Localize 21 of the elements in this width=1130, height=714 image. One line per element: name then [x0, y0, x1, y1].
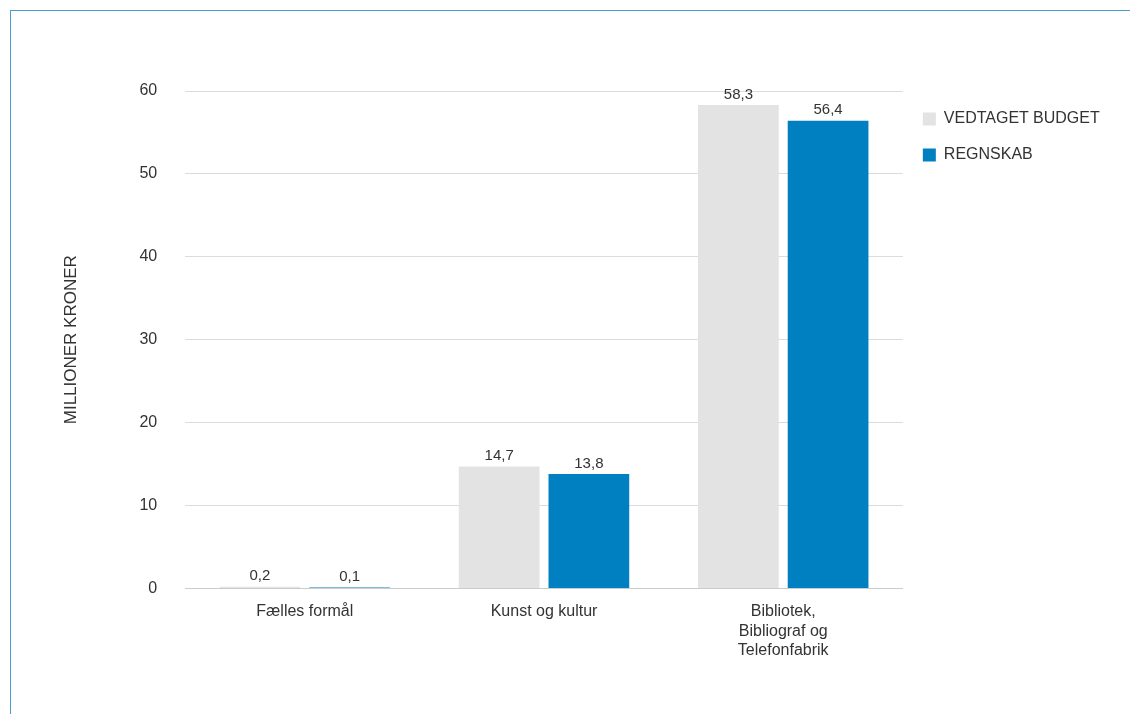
- y-tick-label: 60: [139, 81, 158, 99]
- y-tick-label: 10: [139, 495, 158, 513]
- y-tick-label: 50: [139, 164, 158, 182]
- y-tick-label: 20: [139, 413, 158, 431]
- bar: [787, 120, 869, 588]
- x-tick-label: Bibliotek, Bibliograf og Telefonfabrik: [737, 602, 830, 658]
- data-label: 0,1: [339, 567, 361, 585]
- y-tick-label: 0: [148, 578, 158, 596]
- data-label: 56,4: [813, 100, 843, 118]
- data-label: 14,7: [484, 446, 514, 464]
- y-axis-title: MILLIONER KRONER: [60, 255, 80, 425]
- legend-label: VEDTAGET BUDGET: [943, 109, 1100, 127]
- y-tick-label: 40: [139, 247, 158, 265]
- y-tick-label: 30: [139, 330, 158, 348]
- bar: [548, 474, 630, 588]
- data-label: 13,8: [574, 453, 604, 471]
- x-tick-label: Kunst og kultur: [490, 602, 599, 620]
- data-label: 0,2: [249, 566, 271, 584]
- x-tick-label: Fælles formål: [256, 602, 354, 620]
- data-label: 58,3: [723, 84, 753, 102]
- legend-label: REGNSKAB: [943, 145, 1033, 163]
